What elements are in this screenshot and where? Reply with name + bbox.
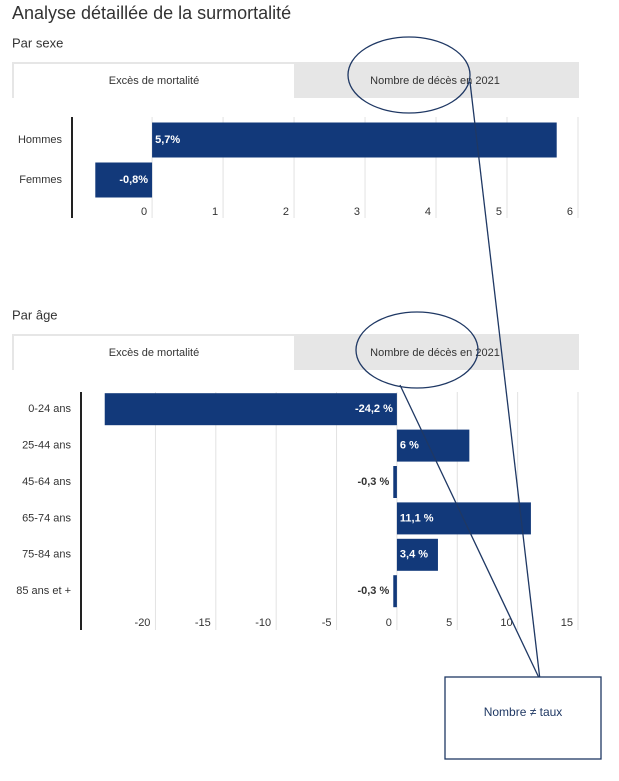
y-tick-label: 25-44 ans [22, 440, 71, 452]
value-label: -0,3 % [357, 585, 389, 597]
tab-label: Excès de mortalité [109, 347, 199, 359]
x-tick-label: 2 [283, 206, 289, 218]
section-title: Par âge [12, 307, 58, 322]
y-tick-label: 75-84 ans [22, 549, 71, 561]
x-tick-label: 6 [567, 206, 573, 218]
tab-label: Nombre de décès en 2021 [370, 347, 500, 359]
x-tick-label: 5 [496, 206, 502, 218]
value-label: -0,8% [119, 174, 148, 186]
value-label: 3,4 % [400, 549, 428, 561]
x-tick-label: -20 [135, 617, 151, 629]
y-tick-label: 65-74 ans [22, 512, 71, 524]
x-tick-label: 4 [425, 206, 431, 218]
x-tick-label: -5 [322, 617, 332, 629]
annotation-text: Nombre ≠ taux [484, 705, 563, 719]
x-tick-label: -10 [255, 617, 271, 629]
y-tick-label: 45-64 ans [22, 476, 71, 488]
y-tick-label: Femmes [19, 174, 62, 186]
tab[interactable] [14, 64, 294, 100]
x-tick-label: 5 [446, 617, 452, 629]
y-tick-label: Hommes [18, 134, 63, 146]
bar [104, 393, 397, 426]
x-tick-label: 10 [500, 617, 512, 629]
value-label: -0,3 % [357, 476, 389, 488]
tab[interactable] [14, 336, 294, 372]
value-label: 11,1 % [400, 512, 434, 524]
bar [393, 575, 397, 608]
page-title: Analyse détaillée de la surmortalité [12, 3, 291, 23]
highlight-circle [355, 311, 479, 389]
section-title: Par sexe [12, 35, 63, 50]
pointer-line [469, 81, 541, 681]
x-tick-label: 15 [561, 617, 573, 629]
pointer-line [399, 384, 541, 681]
x-tick-label: 3 [354, 206, 360, 218]
bar [152, 122, 557, 158]
x-tick-label: 0 [141, 206, 147, 218]
x-tick-label: 1 [212, 206, 218, 218]
y-tick-label: 0-24 ans [28, 403, 71, 415]
annotation-box [444, 676, 602, 760]
tab-label: Excès de mortalité [109, 75, 199, 87]
tab-label: Nombre de décès en 2021 [370, 75, 500, 87]
value-label: 5,7% [155, 134, 180, 146]
x-tick-label: 0 [386, 617, 392, 629]
value-label: -24,2 % [355, 403, 393, 415]
value-label: 6 % [400, 440, 419, 452]
x-tick-label: -15 [195, 617, 211, 629]
bar [396, 538, 438, 571]
y-tick-label: 85 ans et + [16, 585, 71, 597]
bar [393, 466, 397, 498]
highlight-circle [347, 36, 471, 114]
bar [95, 162, 153, 198]
annotation: Nombre ≠ taux [347, 36, 602, 760]
